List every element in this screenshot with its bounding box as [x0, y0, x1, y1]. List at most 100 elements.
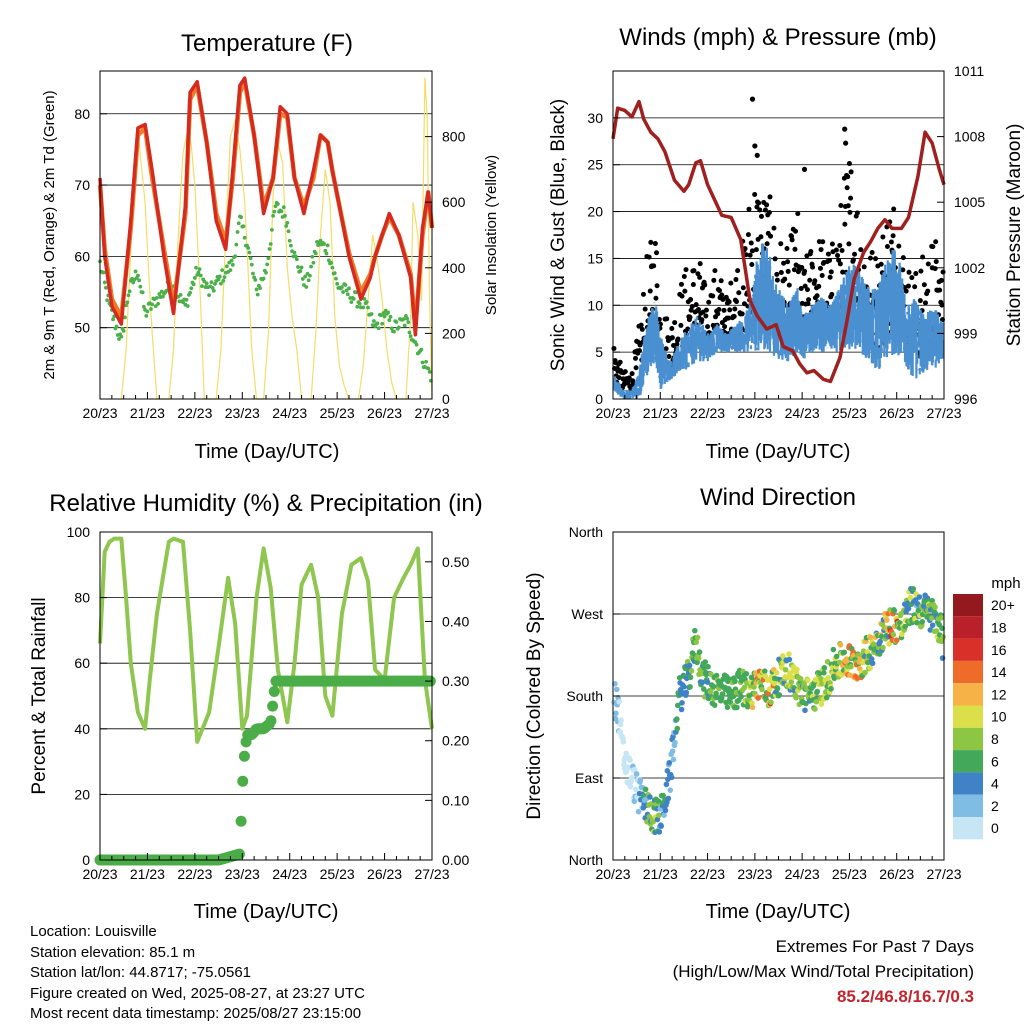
recent-timestamp: Most recent data timestamp: 2025/08/27 2… [30, 1005, 362, 1022]
dewpoint-point [284, 224, 289, 228]
gust-point [786, 282, 792, 288]
dewpoint-point [424, 359, 428, 364]
precip-point [237, 775, 249, 787]
legend-label: 6 [991, 753, 999, 769]
winds-y-label: Sonic Wind & Gust (Blue, Black) [548, 99, 569, 371]
y-tick-label: 800 [442, 129, 466, 145]
direction-point [939, 655, 946, 661]
direction-point [623, 750, 630, 757]
direction-point [647, 794, 653, 800]
solar-y-label: Solar Insolation (Yellow) [483, 155, 500, 315]
direction-point [713, 672, 720, 679]
gust-point [848, 195, 854, 201]
dewpoint-point [207, 293, 211, 298]
direction-point [663, 781, 670, 788]
y-tick-label: 70 [74, 177, 90, 193]
dewpoint-point [133, 269, 138, 274]
x-tick-label: 25/23 [832, 405, 867, 421]
direction-point [700, 686, 707, 692]
dewpoint-point [298, 269, 303, 273]
dewpoint-point [347, 286, 351, 291]
gust-point [629, 371, 635, 377]
direction-point [868, 656, 875, 662]
x-tick-label: 26/23 [879, 866, 914, 882]
gust-point [778, 241, 784, 247]
dewpoint-point [153, 304, 158, 309]
gust-point [807, 277, 813, 283]
dewpoint-point [184, 297, 189, 302]
gust-point [690, 282, 696, 288]
dewpoint-point [427, 369, 432, 374]
gust-point [764, 202, 770, 208]
direction-point [899, 631, 905, 638]
dewpoint-point [213, 282, 217, 286]
direction-point [692, 627, 698, 634]
dewpoint-point [127, 289, 132, 294]
direction-point [627, 783, 634, 790]
precip-y-ticks: 0.00 0.10 0.20 0.30 0.40 0.50 [425, 554, 469, 868]
dewpoint-point [355, 304, 360, 309]
direction-point [869, 660, 876, 667]
x-tick-label: 23/23 [225, 866, 260, 882]
direction-point [702, 659, 709, 665]
direction-point [788, 679, 795, 685]
y-tick-label: North [569, 852, 603, 868]
y-tick-label: 100 [67, 524, 91, 540]
gust-point [740, 285, 746, 291]
direction-point [724, 704, 731, 711]
direction-point [933, 628, 940, 634]
gust-point [878, 261, 884, 267]
legend-swatch [953, 794, 983, 817]
direction-point [705, 663, 711, 670]
x-tick-label: 25/23 [320, 866, 355, 882]
direction-point [818, 701, 825, 707]
dewpoint-point [293, 254, 298, 259]
speed-legend: 20+ 18 16 14 12 10 8 6 4 2 0 [953, 594, 1015, 840]
station-latlon: Station lat/lon: 44.8717; -75.0561 [30, 964, 252, 981]
dewpoint-point [141, 304, 146, 309]
gust-point [666, 354, 672, 360]
direction-point [848, 663, 854, 670]
legend-label: 12 [991, 686, 1007, 702]
dewpoint-point [318, 238, 323, 243]
gust-point [905, 283, 911, 289]
direction-point [823, 694, 830, 701]
direction-point [830, 646, 837, 653]
y-tick-label: 0 [82, 852, 90, 868]
direction-point [828, 686, 834, 692]
gust-point [647, 288, 653, 294]
direction-point [902, 623, 909, 630]
dewpoint-point [313, 251, 318, 256]
dewpoint-point [216, 277, 221, 282]
direction-point [674, 716, 680, 722]
gust-point [633, 365, 639, 371]
direction-point [635, 808, 642, 815]
direction-point [802, 707, 808, 714]
gust-point [804, 287, 810, 293]
dewpoint-point [217, 274, 222, 279]
gust-point [648, 239, 654, 245]
dewpoint-point [405, 316, 409, 321]
winds-title: Winds (mph) & Pressure (mb) [619, 24, 936, 51]
gust-point [891, 206, 897, 212]
direction-point [613, 686, 620, 693]
dewpoint-point [330, 265, 335, 270]
temperature-panel: Temperature (F) 50 60 70 80 0 200 400 600 800 2… [41, 30, 500, 463]
gust-point [782, 276, 788, 282]
direction-point [642, 786, 649, 793]
legend-swatch [953, 683, 983, 706]
gust-point [699, 317, 705, 323]
direction-point [654, 816, 661, 823]
dewpoint-point [123, 315, 127, 320]
gust-point [812, 278, 818, 284]
dewpoint-point [351, 296, 356, 301]
y-tick-label: 200 [442, 325, 466, 341]
gust-point [933, 259, 939, 265]
gust-point [799, 265, 805, 271]
gust-point [850, 257, 856, 263]
gust-point [806, 297, 812, 303]
dewpoint-point [261, 276, 266, 281]
dewpoint-point [303, 274, 308, 279]
gust-point [835, 253, 841, 259]
direction-point [656, 829, 663, 835]
